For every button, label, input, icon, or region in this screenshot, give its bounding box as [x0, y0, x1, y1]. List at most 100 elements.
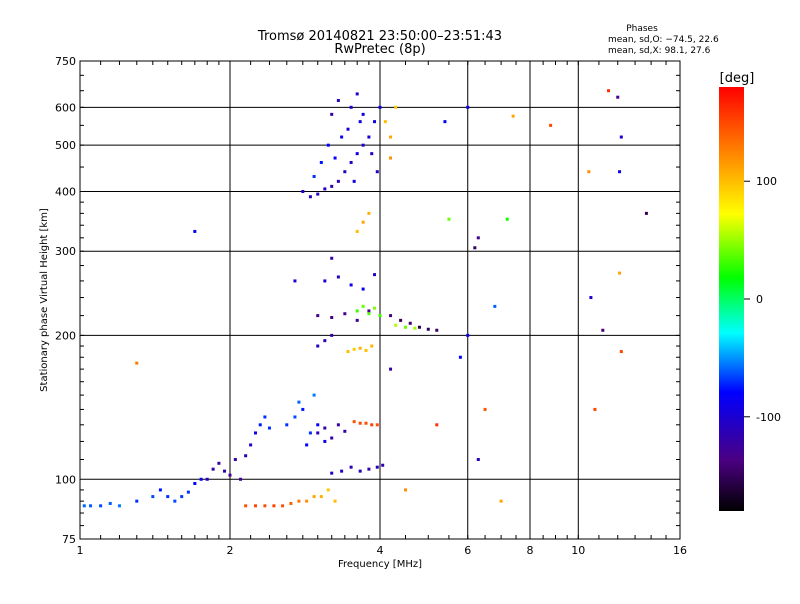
data-point: [619, 135, 623, 139]
data-point: [180, 495, 184, 499]
y-tick-label: 300: [55, 245, 76, 258]
data-point: [389, 314, 393, 318]
data-point: [435, 328, 439, 332]
data-point: [389, 135, 393, 139]
data-point: [378, 314, 382, 318]
data-point: [82, 504, 86, 508]
data-point: [330, 471, 334, 475]
data-point: [466, 333, 470, 337]
data-point: [349, 283, 353, 287]
data-point: [618, 271, 622, 275]
data-point: [343, 312, 347, 316]
data-point: [297, 400, 301, 404]
data-point: [394, 105, 398, 109]
data-point: [618, 170, 622, 174]
data-point: [272, 504, 276, 508]
data-point: [333, 156, 337, 160]
data-point: [349, 465, 353, 469]
data-point: [193, 229, 197, 233]
data-point: [336, 99, 340, 103]
data-point: [511, 114, 515, 118]
data-point: [408, 321, 412, 325]
data-point: [476, 457, 480, 461]
data-point: [323, 279, 327, 283]
data-point: [370, 423, 374, 427]
data-point: [319, 160, 323, 164]
data-point: [258, 423, 262, 427]
data-point: [319, 495, 323, 499]
data-point: [476, 236, 480, 240]
data-point: [361, 304, 365, 308]
data-point: [616, 95, 620, 99]
colorbar-ticks: 100 0 -100: [744, 175, 781, 424]
x-tick-label: 6: [464, 544, 471, 557]
data-point: [253, 504, 257, 508]
data-point: [644, 211, 648, 215]
data-point: [413, 326, 417, 330]
y-tick-label: 400: [55, 185, 76, 198]
x-tick-label: 2: [227, 544, 234, 557]
data-point: [499, 499, 503, 503]
colorbar-label: [deg]: [720, 71, 755, 86]
data-point: [358, 120, 362, 124]
data-point: [267, 426, 271, 430]
data-point: [367, 309, 371, 313]
x-tick-label: 8: [527, 544, 534, 557]
data-point: [193, 481, 197, 485]
grid-lines: [80, 61, 680, 539]
stats-line-x: mean, sd,X: 98.1, 27.6: [608, 46, 711, 56]
data-point: [361, 112, 365, 116]
data-point: [373, 120, 377, 124]
data-point: [289, 501, 293, 505]
data-point: [281, 504, 285, 508]
data-point: [173, 499, 177, 503]
data-point: [330, 436, 334, 440]
data-point: [199, 477, 203, 481]
data-points: [82, 89, 648, 508]
data-point: [373, 273, 377, 277]
data-point: [312, 393, 316, 397]
colorbar-tick-label: -100: [756, 411, 781, 424]
data-point: [373, 306, 377, 310]
data-point: [330, 112, 334, 116]
data-point: [151, 495, 155, 499]
data-point: [355, 152, 359, 156]
data-point: [458, 355, 462, 359]
data-point: [466, 105, 470, 109]
data-point: [367, 467, 371, 471]
data-point: [375, 170, 379, 174]
data-point: [593, 407, 597, 411]
x-axis-label: Frequency [MHz]: [338, 559, 422, 570]
data-point: [381, 463, 385, 467]
data-point: [117, 504, 121, 508]
data-point: [108, 501, 112, 505]
data-point: [205, 477, 209, 481]
data-point: [346, 350, 350, 354]
data-point: [158, 488, 162, 492]
x-tick-label: 10: [571, 544, 585, 557]
data-point: [346, 127, 350, 131]
data-point: [389, 367, 393, 371]
data-point: [355, 229, 359, 233]
data-point: [619, 350, 623, 354]
data-point: [340, 469, 344, 473]
data-point: [443, 120, 447, 124]
data-point: [312, 174, 316, 178]
data-point: [403, 325, 407, 329]
data-point: [244, 504, 248, 508]
data-point: [378, 105, 382, 109]
data-point: [355, 92, 359, 96]
colorbar: [719, 87, 744, 511]
y-tick-label: 200: [55, 329, 76, 342]
data-point: [135, 361, 139, 365]
colorbar-tick-label: 0: [756, 293, 763, 306]
data-point: [343, 170, 347, 174]
data-point: [426, 327, 430, 331]
data-point: [316, 344, 320, 348]
data-point: [316, 192, 320, 196]
data-point: [403, 488, 407, 492]
chart-subtitle: RwPretec (8p): [334, 42, 425, 57]
data-point: [211, 467, 215, 471]
data-point: [352, 347, 356, 351]
colorbar-tick-label: 100: [756, 175, 777, 188]
